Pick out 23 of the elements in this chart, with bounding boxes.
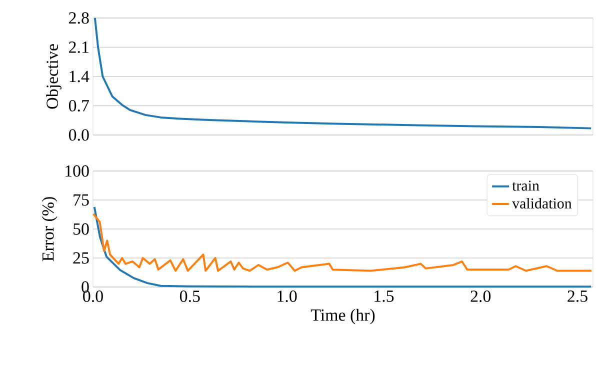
legend-label: train <box>512 180 540 191</box>
line-series <box>94 16 592 130</box>
x-tick-label: 2.0 <box>470 290 491 302</box>
x-tick-label: 0.0 <box>83 290 103 302</box>
line-series <box>92 212 592 272</box>
y-axis-title: Objective <box>46 44 62 109</box>
y-tick-label: 0 <box>82 281 89 293</box>
y-tick-label: 75 <box>74 194 89 206</box>
y-tick-label: 25 <box>73 252 89 264</box>
x-tick-label: 0.5 <box>180 290 200 302</box>
y-axis-title: Error (%) <box>42 197 58 262</box>
y-tick-label: 2.8 <box>69 12 89 24</box>
x-tick-label: 1.5 <box>374 290 394 302</box>
y-tick-label: 1.4 <box>70 70 90 82</box>
x-axis-title: Time (hr) <box>310 308 375 324</box>
y-tick-label: 100 <box>66 165 89 177</box>
y-tick-label: 50 <box>74 223 89 235</box>
y-tick-label: 0.7 <box>68 100 89 112</box>
x-tick-label: 2.5 <box>568 290 588 302</box>
legend-label: validation <box>512 198 572 209</box>
x-tick-label: 1.0 <box>278 290 297 302</box>
y-tick-label: 0.0 <box>68 129 89 141</box>
y-tick-label: 2.1 <box>69 42 88 53</box>
